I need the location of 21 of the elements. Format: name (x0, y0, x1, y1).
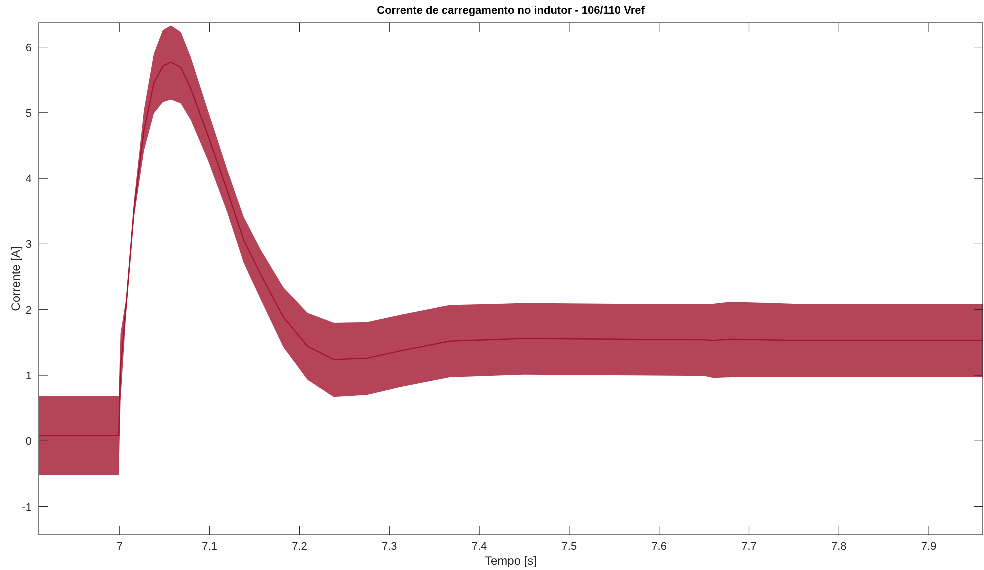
x-tick-label: 7.3 (382, 541, 398, 553)
y-tick-label: 6 (26, 42, 32, 54)
x-axis-title: Tempo [s] (484, 554, 538, 568)
y-tick-label: 1 (26, 370, 32, 382)
x-tick-label: 7.7 (742, 541, 757, 553)
chart-title: Corrente de carregamento no indutor - 106/110 Vref (377, 5, 646, 17)
x-tick-label: 7.5 (562, 541, 578, 553)
y-axis-title: Corrente [A] (9, 246, 23, 312)
x-tick-label: 7.4 (472, 541, 488, 553)
x-tick-label: 7.8 (832, 541, 847, 553)
x-tick-label: 7 (116, 541, 123, 553)
y-tick-label: 3 (26, 239, 32, 252)
x-tick-label: 7.1 (202, 541, 218, 553)
x-tick-label: 7.9 (921, 541, 937, 553)
y-tick-label: 0 (26, 436, 32, 448)
y-tick-label: 2 (26, 304, 32, 317)
x-tick-label: 7.2 (292, 541, 308, 553)
y-tick-label: 4 (26, 174, 32, 186)
x-tick-label: 7.6 (652, 541, 667, 553)
y-tick-label: 5 (26, 108, 32, 120)
y-tick-label: -1 (22, 502, 32, 514)
